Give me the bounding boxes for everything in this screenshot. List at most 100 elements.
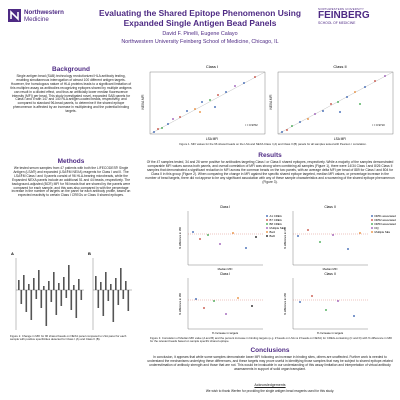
decoration (45, 290, 48, 326)
decoration (38, 270, 40, 290)
decoration (70, 290, 73, 310)
decoration (122, 290, 125, 299)
decoration (337, 101, 339, 103)
decoration (353, 315, 355, 317)
logo-right-line3: SCHOOL OF MEDICINE (318, 21, 356, 25)
decoration (319, 241, 321, 243)
axes (187, 211, 368, 330)
decoration (112, 290, 115, 322)
background-text: Single antigen bead (SAB) technology rev… (10, 74, 132, 114)
r-value: r = 0.9762 (245, 123, 258, 127)
decoration (195, 298, 197, 300)
decoration (330, 103, 332, 105)
legend-label: Bw4 (270, 230, 276, 234)
decoration (33, 278, 35, 290)
decoration (55, 290, 58, 315)
legend-label: B7 CREG (270, 218, 282, 222)
logo-right-line1: NORTHWESTERN UNIVERSITY (318, 7, 365, 11)
decoration (203, 307, 205, 309)
decoration (50, 290, 53, 302)
decoration (234, 85, 236, 87)
decoration (237, 297, 239, 299)
decoration (245, 247, 247, 249)
legend-marker (371, 215, 373, 217)
decoration (347, 248, 349, 250)
decoration (339, 111, 341, 113)
legend-marker (266, 215, 268, 217)
decoration (297, 235, 299, 237)
conclusions-heading: Conclusions (250, 347, 290, 354)
decoration (115, 278, 117, 290)
decoration (153, 131, 155, 133)
decoration (354, 91, 356, 93)
decoration (337, 300, 339, 302)
decoration (107, 290, 110, 301)
decoration (73, 285, 75, 290)
x-axis-label: Median MFI (218, 267, 233, 271)
bars (18, 265, 130, 326)
decoration (117, 290, 120, 305)
decoration (201, 101, 203, 103)
decoration (30, 290, 33, 320)
x-axis-label: LSA MFI (206, 137, 218, 141)
decoration (255, 236, 257, 238)
decoration (213, 300, 215, 302)
decoration (110, 284, 112, 290)
decoration (167, 123, 169, 125)
x-axis-label: % Increase in targets (317, 331, 344, 335)
decoration (346, 96, 348, 98)
legend-marker (266, 227, 268, 229)
legend-marker (371, 223, 373, 225)
axes (149, 71, 394, 135)
decoration (75, 290, 78, 318)
legend-label: Multiple SEs (375, 230, 391, 234)
decoration (254, 76, 256, 78)
logo-line1: Northwestern (24, 9, 64, 16)
panel-title: Class I (220, 272, 230, 276)
conclusions-text: In conclusion, it appears that while som… (147, 355, 393, 371)
decoration (194, 108, 196, 110)
logo-mark (8, 9, 21, 22)
legend-label: DQ (375, 226, 380, 230)
decoration (48, 281, 50, 290)
decoration (157, 128, 159, 130)
acknowledgements-heading: Acknowledgements (254, 383, 286, 387)
decoration (35, 290, 38, 299)
legend-label: Multiple SEs (270, 226, 286, 230)
decoration (53, 272, 55, 290)
legend-marker (371, 231, 373, 233)
results-heading: Results (258, 152, 282, 159)
decoration (299, 121, 301, 123)
decoration (78, 279, 80, 290)
panel-title: Class I (206, 64, 218, 69)
decoration (18, 280, 20, 290)
decoration (243, 82, 245, 84)
logo-n (10, 10, 19, 21)
decoration (149, 71, 266, 135)
background-heading: Background (52, 66, 90, 73)
decoration (120, 268, 122, 290)
decoration (102, 290, 105, 316)
decoration (307, 229, 309, 231)
legend-marker (266, 235, 268, 237)
panel-label: A (11, 251, 14, 256)
decoration (149, 71, 266, 135)
points (192, 229, 361, 317)
decoration (207, 234, 209, 236)
affiliation: Northwestern University Feinberg School … (121, 39, 279, 45)
decoration (97, 290, 100, 308)
decoration (125, 281, 127, 290)
decoration (311, 295, 313, 297)
legend-label: DR53 associated (375, 222, 397, 226)
decoration (322, 110, 324, 112)
y-axis-label: NEXA MFI (269, 94, 273, 109)
decoration (25, 290, 28, 312)
decoration (364, 86, 366, 88)
decoration (374, 80, 376, 82)
decoration (314, 113, 316, 115)
results-text: Of the 47 samples tested, 34 and 26 were… (145, 160, 395, 184)
decoration (186, 110, 188, 112)
x-axis-label: % Increase in targets (212, 331, 239, 335)
